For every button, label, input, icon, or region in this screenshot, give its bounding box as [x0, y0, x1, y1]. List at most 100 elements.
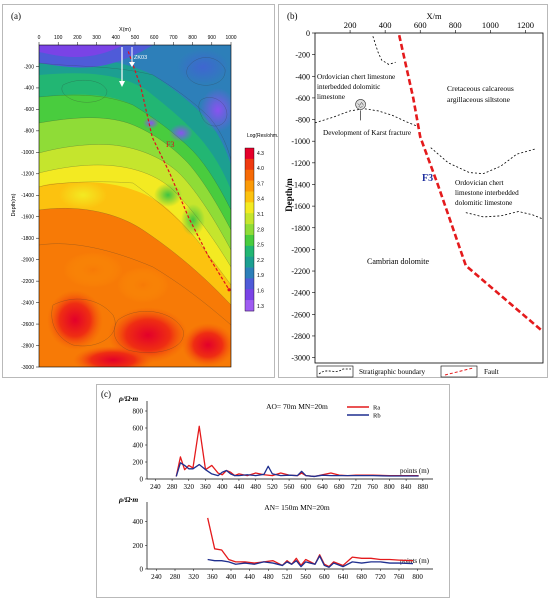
legend-boundary-swatch [316, 365, 354, 378]
x-tick-label: 400 [379, 20, 392, 30]
x-tick-label: 560 [284, 483, 295, 491]
panel-c-label: (c) [101, 389, 111, 399]
colorbar-tick-label: 2.2 [257, 258, 264, 264]
legend-fault-label: Fault [484, 368, 499, 376]
y-tick-label: -800 [295, 116, 310, 125]
x-tick-label: 720 [351, 483, 362, 491]
y-tick-label: -2400 [21, 300, 34, 306]
ordovician-lower-label: Ordovician chert limestone interbedded d… [455, 179, 520, 207]
x-tick-label: 320 [188, 573, 199, 581]
x-tick-label: 800 [449, 20, 462, 30]
x-tick-label: 880 [418, 483, 429, 491]
x-tick-label: 280 [170, 573, 181, 581]
legend-label-ra: Ra [373, 405, 380, 412]
y-tick-label: -2600 [291, 310, 310, 319]
x-tick-label: 520 [267, 483, 278, 491]
y-tick-label: -1600 [291, 202, 310, 211]
x-tick-label: 480 [250, 483, 261, 491]
colorbar-segment [245, 202, 254, 214]
y-tick-label: -600 [24, 107, 34, 113]
resistivity-section-svg: (a) [11, 11, 285, 371]
x-tick-label: 100 [54, 35, 63, 41]
y-tick-label: -1000 [21, 150, 34, 156]
x-tick-label: 480 [263, 573, 274, 581]
y-tick-label: -1800 [291, 224, 310, 233]
borehole-zk03 [119, 47, 135, 87]
colorbar-segment [245, 213, 254, 225]
x-tick-label: 520 [282, 573, 293, 581]
y-tick-label: -2000 [21, 257, 34, 263]
legend-fault-swatch [440, 365, 478, 378]
y-tick-label: -600 [295, 94, 310, 103]
colorbar-segment [245, 267, 254, 279]
colorbar-segment [245, 256, 254, 268]
y-tick-label: -200 [295, 51, 310, 60]
colorbar: 4.3 4.0 3.7 3.4 3.1 2.8 2.5 2.2 1.9 1.6 1.3 [244, 147, 264, 312]
y-tick-label: -400 [24, 86, 34, 92]
x-tick-label: 900 [208, 35, 217, 41]
x-tick-label: 320 [184, 483, 195, 491]
y-tick-label: 0 [306, 29, 310, 38]
series-line-rb [207, 555, 414, 568]
y-axis-label: Depth(m) [11, 193, 17, 216]
geologic-axes: 200 400 600 800 1000 1200 0 -200 -400 -600 -800 -10… [291, 20, 534, 363]
x-tick-label: 500 [131, 35, 140, 41]
resistivity-heatmap [39, 45, 231, 367]
x-axis-label: points (m) [400, 557, 430, 565]
colorbar-segment [245, 169, 254, 181]
x-tick-label: 720 [375, 573, 386, 581]
x-tick-label: 1000 [225, 35, 236, 41]
colorbar-tick-label: 2.5 [257, 243, 264, 249]
x-tick-label: 800 [412, 573, 423, 581]
y-axis-label: ρ/Ω·m [118, 495, 138, 504]
panel-b-geologic-interpretation: (b) X/m Depth/m 200 400 600 800 1000 1200 0 -20… [278, 4, 548, 378]
x-axis-label: X/m [426, 11, 442, 21]
x-tick-label: 600 [414, 20, 427, 30]
stratigraphic-boundaries [314, 36, 544, 220]
y-tick-label: -2800 [291, 332, 310, 341]
y-axis-label: ρ/Ω·m [118, 394, 138, 403]
colorbar-tick-label: 1.9 [257, 273, 264, 279]
legend-boundary-label: Stratigraphic boundary [359, 368, 425, 376]
series-line-ra [207, 517, 414, 568]
x-tick-label: 0 [38, 35, 41, 41]
x-tick-label: 1200 [517, 20, 534, 30]
x-axis-label: X(m) [119, 27, 131, 33]
y-tick-label: -2600 [21, 322, 34, 328]
x-tick-label: 840 [401, 483, 412, 491]
colorbar-segment [245, 289, 254, 301]
colorbar-tick-label: 2.8 [257, 227, 264, 233]
x-tick-label: 640 [317, 483, 328, 491]
colorbar-segment [245, 278, 254, 290]
x-tick-label: 700 [169, 35, 178, 41]
x-tick-label: 360 [207, 573, 218, 581]
x-tick-label: 200 [73, 35, 82, 41]
cambrian-label: Cambrian dolomite [367, 257, 429, 266]
panel-b-label: (b) [287, 11, 298, 21]
y-tick-label: -2800 [21, 343, 34, 349]
y-tick-label: 200 [133, 459, 144, 467]
x-tick-label: 680 [334, 483, 345, 491]
x-tick-label: 200 [344, 20, 357, 30]
legend: Stratigraphic boundary Fault [316, 365, 499, 378]
y-tick-label: -200 [24, 64, 34, 70]
karst-label: Development of Karst fracture [323, 129, 411, 137]
x-tick-label: 240 [151, 573, 162, 581]
x-tick-label: 1000 [482, 20, 499, 30]
colorbar-frame [244, 147, 255, 312]
y-tick-label: -3000 [21, 365, 34, 371]
x-tick-label: 240 [150, 483, 161, 491]
contour-lines [39, 57, 231, 353]
colorbar-segment [245, 180, 254, 192]
fault-end-marker [227, 288, 231, 292]
colorbar-segment [245, 158, 254, 171]
stratigraphic-boundary [314, 108, 417, 127]
geologic-section-svg: (b) X/m Depth/m 200 400 600 800 1000 1200 0 -20… [284, 11, 544, 378]
y-tick-label: -2200 [21, 279, 34, 285]
subplot-an150: ρ/Ω·m AN= 150m MN=20m points (m) 0 200 400 240… [118, 495, 433, 581]
y-tick-label: -1000 [291, 137, 310, 146]
panel-a-resistivity-section: (a) [2, 4, 285, 378]
colorbar-tick-label: 1.3 [257, 304, 264, 310]
y-tick-label: -800 [24, 129, 34, 135]
stratigraphic-boundary [465, 211, 544, 220]
